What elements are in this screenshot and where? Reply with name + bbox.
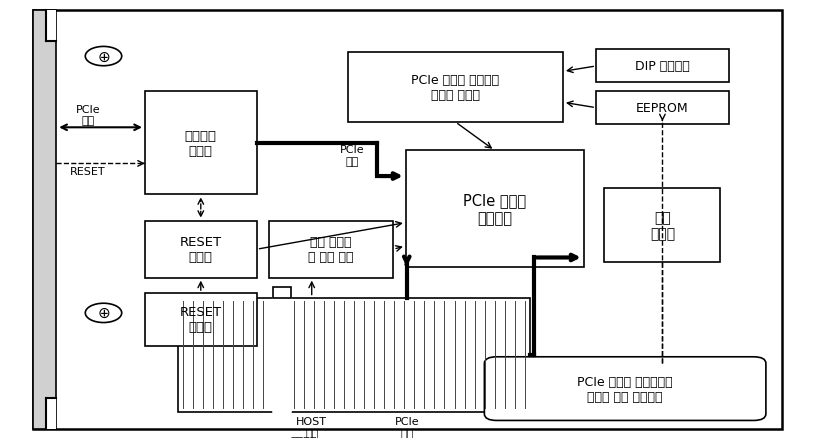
Bar [269,221,393,278]
Bar [273,296,291,414]
Text: RESET
선택부: RESET 선택부 [179,236,222,264]
Text: PCIe
신호: PCIe 신호 [339,145,364,166]
Bar [145,221,256,278]
Bar [178,298,529,412]
Text: 클럭 생성부
및 클럭 선택: 클럭 생성부 및 클럭 선택 [308,236,353,264]
Text: PCIe 스위칭
프로세서: PCIe 스위칭 프로세서 [462,193,526,225]
Bar [145,293,256,346]
Bar [273,287,291,298]
Text: RESET
생성부: RESET 생성부 [179,306,222,334]
Bar [33,11,56,429]
Bar [347,53,562,123]
Bar [595,50,728,83]
Text: ⊕: ⊕ [97,49,110,64]
Text: PCIe 스위칭 프로세서용
설정값 변경 프로그램: PCIe 스위칭 프로세서용 설정값 변경 프로그램 [576,375,672,403]
Bar [145,92,256,195]
Bar [45,399,56,429]
Text: 온보드형
광모듈: 온보드형 광모듈 [184,130,217,157]
Text: 디바이스
보드용 클럭: 디바이스 보드용 클럭 [284,436,322,438]
Bar [405,151,583,267]
Bar [45,11,56,42]
Text: HOST
클럭: HOST 클럭 [296,416,327,438]
Text: EEPROM: EEPROM [635,102,688,115]
Text: 전원
생성부: 전원 생성부 [649,211,674,240]
Text: PCIe
신호: PCIe 신호 [76,104,100,126]
Bar [604,188,719,263]
Text: PCIe
신호: PCIe 신호 [394,416,418,438]
Text: RESET: RESET [70,166,106,176]
Bar [595,92,728,125]
Text: DIP 스위치들: DIP 스위치들 [634,60,689,73]
Text: PCIe 스위칭 프로세서
설정값 선택부: PCIe 스위칭 프로세서 설정값 선택부 [411,74,499,102]
Text: ⊕: ⊕ [97,306,110,321]
FancyBboxPatch shape [484,357,765,420]
